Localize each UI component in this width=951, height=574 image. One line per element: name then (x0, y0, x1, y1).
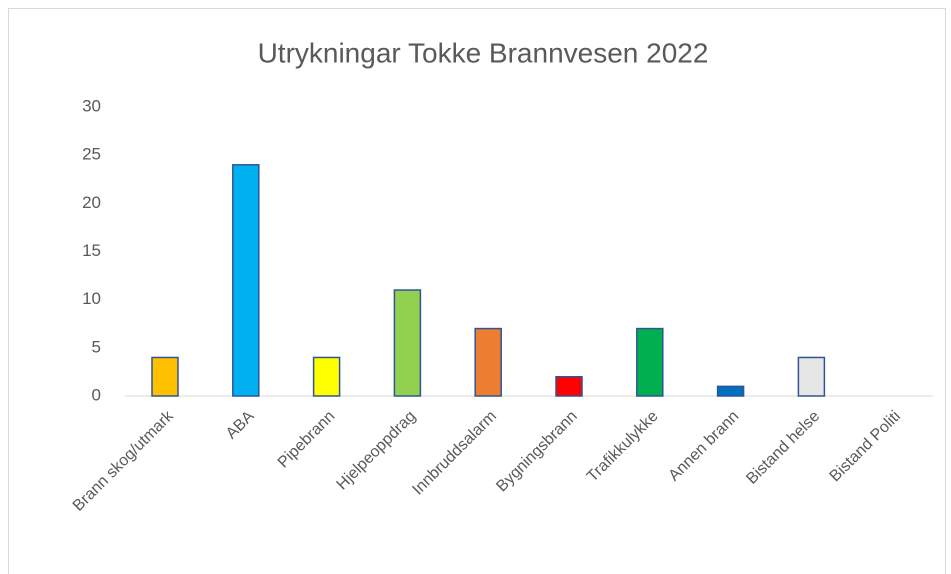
chart-title: Utrykningar Tokke Brannvesen 2022 (258, 37, 709, 68)
y-tick-label: 15 (82, 241, 101, 260)
y-tick-label: 30 (82, 96, 101, 115)
bar (393, 289, 422, 397)
y-tick-label: 5 (92, 337, 101, 356)
bar (636, 327, 664, 397)
y-tick-label: 10 (82, 289, 101, 308)
bar (716, 385, 745, 397)
chart-border (8, 8, 946, 574)
bar (151, 356, 179, 397)
bar (312, 356, 341, 397)
y-tick-label: 20 (82, 193, 101, 212)
bar (797, 356, 826, 397)
bar (555, 375, 583, 397)
bar (474, 327, 502, 397)
y-tick-label: 0 (92, 385, 101, 404)
bar (232, 164, 260, 397)
y-tick-label: 25 (82, 145, 101, 164)
